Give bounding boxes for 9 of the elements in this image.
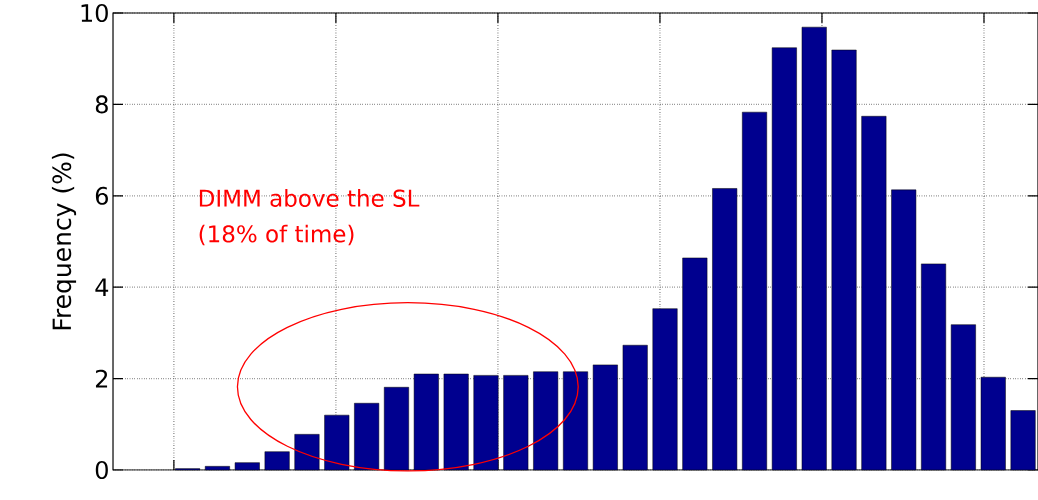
y-axis-title: Frequency (%) xyxy=(51,153,77,330)
y-tick-label: 2 xyxy=(95,369,108,388)
annotation: (18% of time) xyxy=(199,224,354,246)
y-tick-label: 10 xyxy=(81,3,108,23)
annotation: DIMM above the SL xyxy=(199,189,420,207)
y-tick-label: 6 xyxy=(95,186,108,205)
y-tick-label: 0 xyxy=(95,460,108,480)
y-tick-label: 8 xyxy=(95,95,108,114)
y-tick-label: 4 xyxy=(95,278,109,296)
